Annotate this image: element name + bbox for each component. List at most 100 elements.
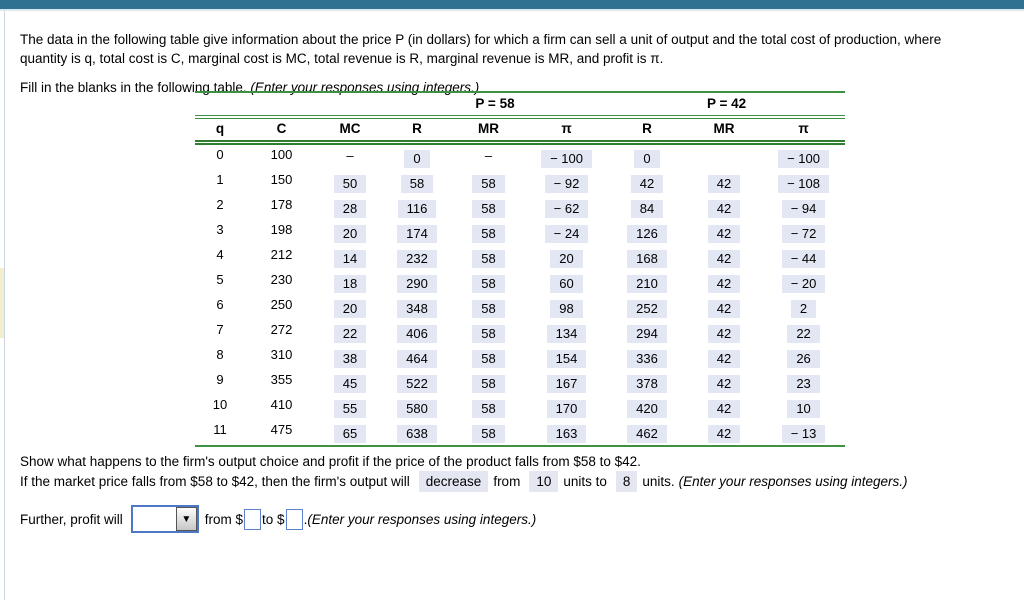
answer-field[interactable]: 126	[627, 225, 667, 243]
answer-field[interactable]: 462	[627, 425, 667, 443]
answer-field[interactable]: 420	[627, 400, 667, 418]
answer-field[interactable]: 638	[397, 425, 437, 443]
answer-field[interactable]: − 108	[778, 175, 829, 193]
cell-MC: 28	[318, 195, 382, 220]
answer-field[interactable]: 98	[550, 300, 583, 318]
answer-field[interactable]: 522	[397, 375, 437, 393]
answer-field[interactable]: 18	[333, 275, 367, 293]
answer-field[interactable]: − 62	[544, 200, 589, 218]
answer-field[interactable]: 14	[333, 250, 367, 268]
answer-field[interactable]: 170	[546, 400, 587, 418]
answer-field[interactable]: 42	[707, 325, 741, 343]
answer-field[interactable]: 116	[397, 200, 437, 218]
answer-field[interactable]: 42	[630, 175, 664, 193]
answer-field[interactable]: 38	[333, 350, 367, 368]
answer-to-units[interactable]: 8	[615, 471, 638, 492]
answer-field[interactable]: 174	[397, 225, 437, 243]
answer-field[interactable]: 58	[472, 200, 505, 218]
answer-field[interactable]: − 92	[544, 175, 589, 193]
answer-field[interactable]: 2	[790, 300, 817, 318]
col-header-R42: R	[608, 117, 687, 145]
table-row: 7 272 22 406 58 134 294 42 22	[195, 320, 845, 345]
cell-MC: –	[318, 143, 382, 171]
answer-field[interactable]: − 72	[781, 225, 826, 243]
answer-field[interactable]: 42	[707, 375, 741, 393]
answer-field[interactable]: 290	[397, 275, 437, 293]
answer-field[interactable]: 42	[707, 425, 741, 443]
answer-field[interactable]: − 100	[778, 150, 829, 168]
answer-field[interactable]: 50	[333, 175, 367, 193]
answer-field[interactable]: − 13	[781, 425, 826, 443]
answer-field[interactable]: 58	[472, 325, 505, 343]
answer-field[interactable]: 20	[550, 250, 583, 268]
output-answer-line: If the market price falls from $58 to $4…	[20, 471, 908, 492]
answer-field[interactable]: 28	[333, 200, 367, 218]
answer-field[interactable]: 65	[333, 425, 367, 443]
table-row: 2 178 28 116 58 − 62 84 42 − 94	[195, 195, 845, 220]
answer-field[interactable]: 42	[707, 400, 741, 418]
answer-field[interactable]: 58	[400, 175, 434, 193]
answer-field[interactable]: 23	[787, 375, 820, 393]
answer-from-units[interactable]: 10	[529, 471, 559, 492]
cell-q: 11	[195, 420, 245, 447]
answer-field[interactable]: 294	[627, 325, 667, 343]
answer-field[interactable]: 154	[546, 350, 587, 368]
answer-field[interactable]: 58	[472, 425, 505, 443]
cell-R42: 168	[608, 245, 686, 270]
answer-field[interactable]: 10	[787, 400, 820, 418]
answer-field[interactable]: 58	[472, 250, 505, 268]
profit-direction-select[interactable]: ▼	[130, 505, 199, 533]
answer-field[interactable]: 0	[404, 150, 430, 168]
answer-field[interactable]: 378	[627, 375, 667, 393]
profit-from-input[interactable]	[244, 508, 262, 530]
answer-field[interactable]: 406	[397, 325, 437, 343]
answer-field[interactable]: − 20	[781, 275, 826, 293]
answer-field[interactable]: 0	[634, 150, 660, 168]
answer-field[interactable]: − 100	[541, 150, 592, 168]
answer-field[interactable]: 58	[472, 175, 505, 193]
answer-field[interactable]: 464	[397, 350, 437, 368]
answer-field[interactable]: 58	[472, 300, 505, 318]
answer-field[interactable]: 42	[707, 175, 741, 193]
answer-field[interactable]: 45	[333, 375, 367, 393]
answer-field[interactable]: 167	[546, 375, 587, 393]
answer-field[interactable]: 84	[630, 200, 664, 218]
answer-field[interactable]: 42	[707, 275, 741, 293]
cell-pi58: 60	[525, 270, 608, 295]
answer-field[interactable]: 134	[546, 325, 587, 343]
answer-field[interactable]: 163	[546, 425, 587, 443]
answer-field[interactable]: 22	[333, 325, 367, 343]
answer-direction[interactable]: decrease	[418, 471, 489, 492]
cell-C: 150	[270, 172, 293, 187]
answer-field[interactable]: 336	[627, 350, 667, 368]
answer-field[interactable]: 42	[707, 250, 741, 268]
answer-field[interactable]: 210	[627, 275, 667, 293]
answer-field[interactable]: 20	[333, 300, 367, 318]
answer-field[interactable]: 55	[333, 400, 367, 418]
cell-pi58: 98	[525, 295, 608, 320]
cell-pi42: − 100	[762, 143, 845, 171]
answer-field[interactable]: 42	[707, 200, 741, 218]
answer-field[interactable]: 232	[397, 250, 437, 268]
answer-field[interactable]: 60	[550, 275, 583, 293]
answer-field[interactable]: 252	[627, 300, 667, 318]
answer-field[interactable]: 58	[472, 400, 505, 418]
answer-field[interactable]: 58	[472, 225, 505, 243]
answer-field[interactable]: 580	[397, 400, 437, 418]
answer-field[interactable]: 348	[397, 300, 437, 318]
answer-field[interactable]: 58	[472, 375, 505, 393]
cell-MR42	[686, 143, 762, 171]
answer-field[interactable]: 168	[627, 250, 667, 268]
answer-field[interactable]: 58	[472, 350, 505, 368]
answer-field[interactable]: − 44	[781, 250, 826, 268]
answer-field[interactable]: 42	[707, 350, 741, 368]
answer-field[interactable]: 42	[707, 225, 741, 243]
answer-field[interactable]: 26	[787, 350, 820, 368]
answer-field[interactable]: − 94	[781, 200, 826, 218]
answer-field[interactable]: 20	[333, 225, 367, 243]
answer-field[interactable]: 58	[472, 275, 505, 293]
answer-field[interactable]: − 24	[544, 225, 589, 243]
answer-field[interactable]: 42	[707, 300, 741, 318]
answer-field[interactable]: 22	[787, 325, 820, 343]
profit-to-input[interactable]	[285, 508, 303, 530]
